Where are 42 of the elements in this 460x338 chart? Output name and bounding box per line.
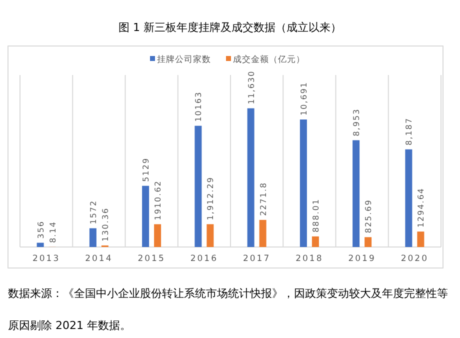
bar (154, 224, 162, 247)
x-tick-label: 2015 (138, 254, 166, 264)
bar (300, 119, 307, 247)
data-label: 356 (36, 220, 46, 239)
data-label: 2271.8 (258, 182, 268, 216)
bar (142, 186, 150, 247)
data-label: 8,953 (352, 108, 362, 136)
legend-label: 挂牌公司家数 (157, 54, 211, 65)
bar (364, 237, 372, 247)
bar (259, 220, 266, 247)
data-label: 825.69 (364, 199, 374, 234)
data-label: 10163 (194, 91, 204, 122)
x-tick-label: 2018 (296, 254, 324, 264)
bar (352, 140, 360, 247)
data-label: 130.36 (100, 207, 110, 242)
bar (36, 242, 44, 247)
bar (405, 149, 412, 247)
data-label: 1294.64 (416, 187, 426, 228)
data-label: 888.01 (311, 198, 320, 232)
text: 数据来源：《全国中小企业股份转让系统市场统计快报》，因政策变动较大及年度完整性等原因剔除 2021 年数据。 (8, 287, 448, 332)
x-tick-label: 2013 (32, 254, 60, 264)
bar (89, 228, 96, 247)
bar (417, 232, 424, 247)
x-tick-label: 2019 (348, 254, 376, 264)
data-label: 8.14 (48, 221, 58, 243)
bar (194, 126, 202, 247)
x-tick-label: 2017 (242, 254, 271, 264)
bar (206, 224, 214, 247)
chart-title: 图 1 新三板年度挂牌及成交数据（成立以来） (118, 21, 342, 34)
bar (247, 108, 254, 247)
data-label: 10,691 (299, 81, 308, 116)
data-label: 5129 (142, 157, 151, 182)
x-tick-label: 2014 (85, 254, 113, 264)
x-tick-label: 2016 (190, 254, 218, 264)
x-tick-label: 2020 (400, 254, 429, 264)
bar (312, 236, 319, 247)
data-label: 1910.62 (154, 180, 163, 220)
data-label: 8,187 (404, 117, 414, 146)
data-label: 1572 (88, 200, 98, 224)
legend-label: 成交金额（亿元） (233, 54, 305, 65)
data-label: 11,630 (246, 70, 256, 104)
data-label: 1,912.29 (206, 176, 216, 220)
